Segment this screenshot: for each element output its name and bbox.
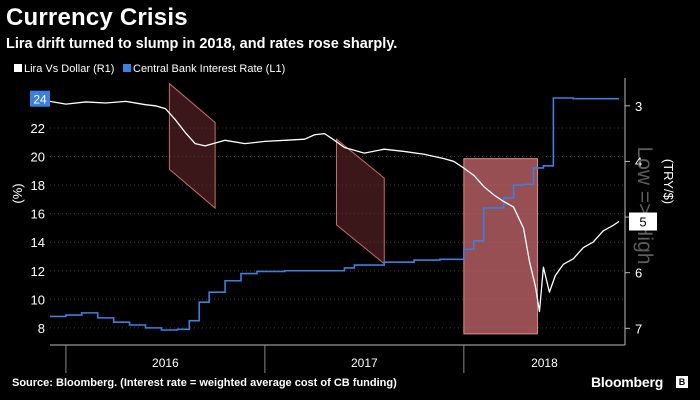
legend-swatch-rate xyxy=(123,64,131,72)
y-left-tick-label: 16 xyxy=(31,207,45,222)
y-left-tick-label: 8 xyxy=(38,321,45,336)
current-lira-tag-label: 5 xyxy=(639,215,646,230)
current-rate-tag-label: 24 xyxy=(33,93,47,107)
y-left-tick-label: 18 xyxy=(31,178,45,193)
y-left-axis-title: (%) xyxy=(10,183,25,203)
current-rate-tag xyxy=(30,90,50,107)
chart-title: Currency Crisis xyxy=(6,4,188,31)
series-line-interest-rate xyxy=(50,97,620,331)
highlight-period-2018 xyxy=(463,158,538,335)
y-left-tick-label: 14 xyxy=(31,235,45,250)
y-left-tick-label: 22 xyxy=(31,121,45,136)
current-lira-tag xyxy=(629,212,657,231)
bloomberg-b-icon: B xyxy=(676,376,688,388)
series-line-lira xyxy=(49,100,620,313)
shaded-period-1 xyxy=(168,82,216,210)
shaded-period-2 xyxy=(336,138,385,265)
chart-subtitle: Lira drift turned to slump in 2018, and … xyxy=(6,36,398,52)
y-right-tick-label: 3 xyxy=(635,99,642,114)
bloomberg-logo: Bloomberg xyxy=(591,374,664,390)
y-left-tick-label: 20 xyxy=(31,150,45,165)
x-tick-label: 2018 xyxy=(531,356,558,370)
legend-swatch-lira xyxy=(14,64,22,72)
legend-label-lira: Lira Vs Dollar (R1) xyxy=(24,63,114,75)
y-right-tick-label: 7 xyxy=(635,321,642,336)
y-right-tick-label: 4 xyxy=(635,154,642,169)
source-note: Source: Bloomberg. (Interest rate = weig… xyxy=(12,377,397,389)
y-right-tick-label: 6 xyxy=(635,266,642,281)
x-tick-label: 2017 xyxy=(351,356,378,370)
x-tick-label: 2016 xyxy=(152,356,179,370)
right-axis-direction-note: Low => High xyxy=(633,147,656,265)
y-right-axis-title: (TRY/$) xyxy=(661,159,676,204)
legend-label-rate: Central Bank Interest Rate (L1) xyxy=(133,63,285,75)
legend: Lira Vs Dollar (R1) Central Bank Interes… xyxy=(14,63,285,75)
y-left-tick-label: 12 xyxy=(31,264,45,279)
y-left-tick-label: 10 xyxy=(31,292,45,307)
